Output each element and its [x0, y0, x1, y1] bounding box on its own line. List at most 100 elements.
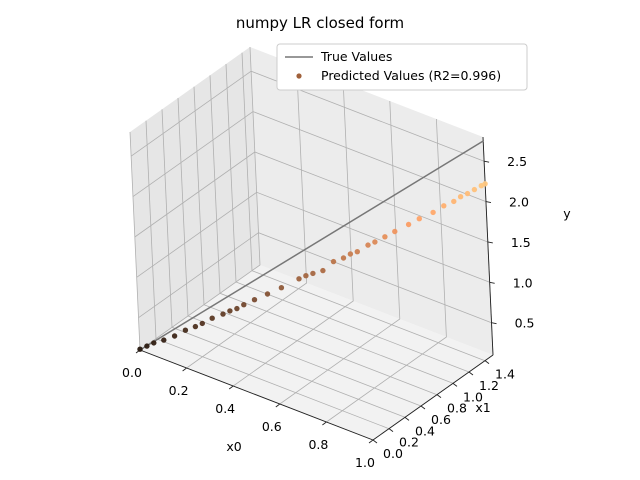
z-tick-mark — [484, 160, 490, 163]
predicted-value-point — [209, 315, 215, 321]
x-tick-mark — [228, 385, 234, 390]
x-tick-mark — [322, 421, 327, 426]
x-axis-line — [139, 349, 374, 441]
x-tick-label: 0.0 — [122, 365, 142, 380]
legend-marker-swatch — [296, 73, 302, 79]
predicted-value-point — [441, 203, 447, 209]
y-tick-label: 0.2 — [399, 435, 419, 450]
z-tick-label: 2.5 — [507, 154, 527, 169]
z-tick-label: 1.0 — [513, 275, 533, 290]
back-wall-pane — [250, 47, 493, 355]
y-gridline — [225, 63, 470, 373]
z-gridline — [136, 191, 490, 283]
predicted-value-point — [137, 346, 143, 352]
predicted-value-point — [264, 291, 271, 297]
z-tick-mark — [491, 322, 497, 325]
z-tick-label: 0.5 — [515, 316, 535, 331]
y-tick-mark — [372, 439, 378, 444]
predicted-value-point — [471, 186, 478, 193]
x-gridline — [186, 64, 308, 369]
x-tick-label: 0.8 — [308, 437, 328, 452]
x-tick-label: 0.6 — [262, 419, 282, 434]
predicted-value-point — [241, 302, 247, 308]
y-tick-mark — [388, 428, 394, 433]
legend-label-true-values: True Values — [320, 49, 392, 64]
x-gridline — [326, 118, 447, 423]
data-layer — [137, 140, 488, 352]
y-tick-label: 0.4 — [415, 423, 435, 438]
predicted-value-point — [340, 255, 347, 261]
floor-pane — [140, 265, 493, 440]
y-tick-label: 0.8 — [447, 401, 467, 416]
predicted-value-point — [482, 181, 488, 187]
true-values-line — [139, 140, 484, 351]
predicted-value-point — [365, 242, 371, 248]
x-tick-label: 0.2 — [169, 383, 189, 398]
z-gridline — [134, 151, 488, 243]
predicted-value-point — [405, 221, 412, 228]
predicted-value-point — [171, 333, 178, 339]
predicted-value-point — [457, 194, 464, 200]
x-gridline — [232, 82, 354, 387]
z-tick-mark — [485, 201, 492, 204]
predicted-value-point — [451, 198, 457, 205]
z-tick-mark — [487, 241, 493, 244]
legend: True Values Predicted Values (R2=0.996) — [276, 43, 528, 91]
predicted-value-point — [320, 267, 326, 274]
predicted-value-point — [330, 258, 337, 265]
z-gridline — [130, 70, 485, 162]
y-tick-label: 0.6 — [431, 412, 451, 427]
x-tick-label: 0.4 — [215, 401, 235, 416]
z-gridline — [132, 111, 487, 202]
x-axis-label: x0 — [226, 439, 241, 454]
axis-ticks: 0.00.20.40.60.81.00.00.20.40.60.81.01.21… — [122, 154, 534, 470]
predicted-value-point — [182, 327, 189, 333]
z-axis-line — [482, 136, 494, 356]
z-gridline — [138, 232, 492, 324]
z-tick-label: 1.5 — [511, 235, 531, 250]
axis-lines — [139, 136, 494, 441]
y-tick-label: 1.0 — [463, 389, 483, 404]
predicted-value-point — [151, 340, 157, 346]
predicted-value-point — [199, 320, 205, 327]
predicted-value-point — [234, 305, 240, 312]
y-gridline — [193, 86, 438, 396]
predicted-value-point — [392, 228, 398, 235]
predicted-value-point — [303, 273, 309, 279]
predicted-value-point — [220, 311, 226, 317]
y-gridline — [145, 120, 390, 430]
x-tick-mark — [368, 439, 374, 444]
x-gridline — [139, 46, 261, 351]
predicted-value-point — [296, 276, 302, 282]
y-tick-mark — [420, 405, 426, 410]
predicted-value-point — [354, 249, 360, 255]
y-tick-mark — [436, 394, 442, 399]
predicted-value-point — [251, 297, 258, 303]
predicted-value-point — [430, 209, 436, 216]
y-tick-label: 1.2 — [479, 378, 499, 393]
x-gridline — [279, 100, 401, 405]
predicted-value-point — [464, 190, 471, 197]
predicted-value-point — [161, 337, 167, 343]
predicted-value-point — [310, 270, 316, 277]
y-axis-label: x1 — [475, 400, 490, 415]
predicted-value-point — [227, 308, 233, 314]
y-tick-mark — [452, 382, 458, 387]
x-tick-mark — [182, 367, 187, 372]
predicted-value-point — [278, 285, 285, 291]
predicted-value-point — [144, 343, 150, 349]
predicted-value-point — [347, 251, 354, 257]
y-gridline — [161, 109, 406, 418]
y-tick-label: 1.4 — [495, 367, 515, 382]
y-tick-mark — [484, 360, 490, 365]
y-tick-label: 0.0 — [383, 446, 403, 461]
predicted-value-point — [416, 216, 422, 222]
predicted-value-point — [192, 323, 199, 330]
z-tick-mark — [489, 281, 495, 284]
y-tick-mark — [404, 416, 410, 421]
y-gridline — [209, 75, 454, 384]
legend-label-predicted-values: Predicted Values (R2=0.996) — [321, 68, 501, 83]
predicted-value-point — [382, 234, 388, 240]
y-gridline — [241, 52, 486, 362]
